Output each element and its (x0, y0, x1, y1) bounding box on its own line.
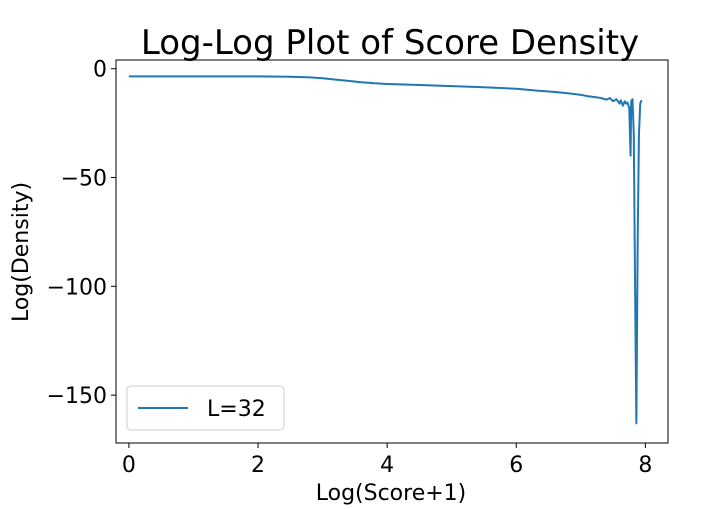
x-tick-label: 2 (251, 453, 265, 478)
chart-title: Log-Log Plot of Score Density (141, 23, 639, 63)
y-tick-label: −100 (47, 275, 107, 300)
x-tick-label: 8 (638, 453, 652, 478)
x-tick-label: 4 (380, 453, 394, 478)
y-axis-ticks: 0 −50 −100 −150 (47, 58, 116, 409)
axes-frame (115, 59, 669, 444)
x-axis-label: Log(Score+1) (316, 481, 467, 506)
y-tick-label: −50 (61, 167, 107, 192)
x-tick-label: 6 (509, 453, 523, 478)
y-tick-label: −150 (47, 384, 107, 409)
y-tick-label: 0 (93, 58, 107, 83)
legend-label-series-0: L=32 (207, 397, 266, 422)
x-tick-label: 0 (122, 453, 136, 478)
x-axis-ticks: 0 2 4 6 8 (122, 443, 652, 478)
y-axis-label: Log(Density) (9, 182, 34, 322)
legend-box (126, 385, 285, 431)
legend: L=32 (126, 385, 285, 431)
series-line-0 (128, 75, 643, 425)
series-layer (128, 75, 643, 425)
